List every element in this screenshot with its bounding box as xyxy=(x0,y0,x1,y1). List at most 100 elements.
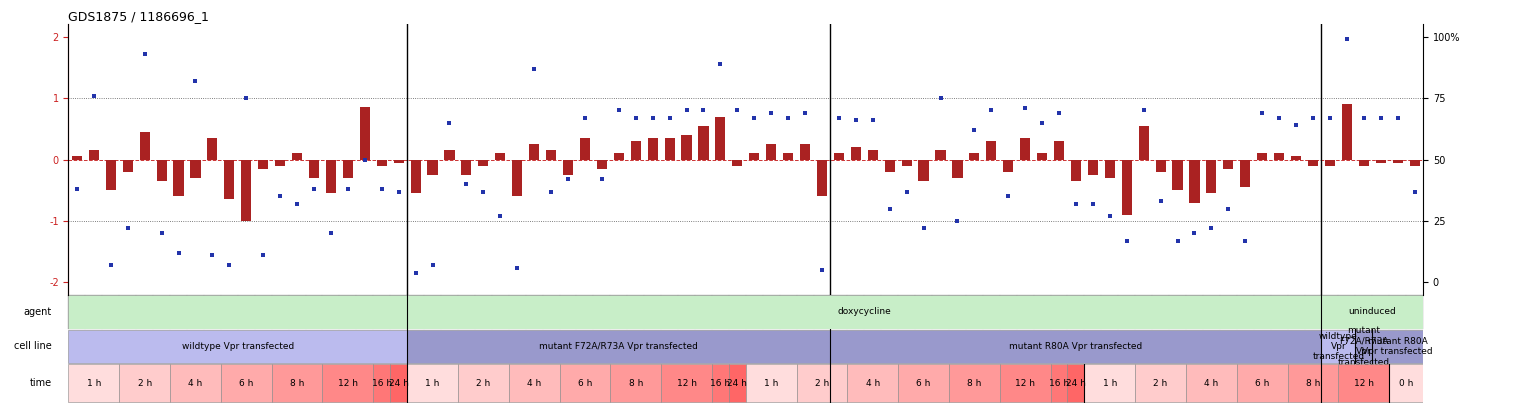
Point xyxy=(437,119,461,126)
Bar xyxy=(339,295,356,328)
Text: 24 h: 24 h xyxy=(728,379,747,388)
Text: mutant R80A
Vpr transfected: mutant R80A Vpr transfected xyxy=(1362,337,1434,356)
Bar xyxy=(373,295,390,328)
Text: 1 h: 1 h xyxy=(87,379,100,388)
Point xyxy=(370,186,394,192)
Bar xyxy=(665,138,674,160)
Bar xyxy=(884,160,895,172)
Point xyxy=(132,51,157,57)
Bar xyxy=(817,160,826,196)
Point xyxy=(708,60,732,67)
Bar xyxy=(732,160,743,166)
Bar xyxy=(898,295,915,328)
Point xyxy=(1131,107,1155,114)
Bar xyxy=(461,160,472,175)
Text: 6 h: 6 h xyxy=(578,379,592,388)
Bar xyxy=(102,295,119,328)
Point xyxy=(1149,198,1173,205)
Bar xyxy=(1406,295,1423,328)
Bar xyxy=(1169,295,1186,328)
Text: time: time xyxy=(29,378,52,388)
Bar xyxy=(525,295,543,328)
Bar xyxy=(458,364,508,402)
Bar xyxy=(1050,364,1067,402)
Bar xyxy=(1102,295,1119,328)
Bar xyxy=(610,364,661,402)
Bar xyxy=(1152,295,1169,328)
Point xyxy=(1114,237,1138,244)
Point xyxy=(979,107,1003,114)
Bar xyxy=(408,295,425,328)
Bar xyxy=(696,295,712,328)
Point xyxy=(1081,200,1105,207)
Bar xyxy=(661,364,712,402)
Point xyxy=(1301,115,1326,121)
Point xyxy=(318,230,342,237)
Point xyxy=(810,267,834,273)
Bar xyxy=(915,295,931,328)
Text: GDS1875 / 1186696_1: GDS1875 / 1186696_1 xyxy=(68,10,210,23)
Text: 12 h: 12 h xyxy=(676,379,697,388)
Point xyxy=(1266,115,1291,121)
Bar xyxy=(68,296,408,328)
Bar xyxy=(613,153,624,160)
Point xyxy=(505,264,530,271)
Bar xyxy=(309,160,320,178)
Bar xyxy=(492,295,508,328)
Text: 8 h: 8 h xyxy=(966,379,982,388)
Bar xyxy=(630,141,641,160)
Bar xyxy=(1071,160,1081,181)
Bar xyxy=(259,160,268,169)
Bar xyxy=(88,150,99,160)
Point xyxy=(776,115,801,121)
Bar xyxy=(119,364,170,402)
Bar xyxy=(72,156,82,160)
Point xyxy=(489,213,513,220)
Point xyxy=(945,218,970,224)
Bar xyxy=(323,364,373,402)
Bar xyxy=(1036,153,1047,160)
Point xyxy=(962,127,986,133)
Bar xyxy=(712,295,729,328)
Point xyxy=(826,115,851,121)
Point xyxy=(149,230,174,237)
Bar xyxy=(1000,364,1050,402)
Point xyxy=(895,188,919,195)
Bar xyxy=(1324,160,1335,166)
Bar xyxy=(1373,330,1423,363)
Text: 4 h: 4 h xyxy=(527,379,542,388)
Text: 2 h: 2 h xyxy=(1154,379,1167,388)
Bar xyxy=(1085,295,1102,328)
Point xyxy=(353,156,377,163)
Text: 12 h: 12 h xyxy=(1015,379,1035,388)
Point xyxy=(1216,205,1240,212)
Bar xyxy=(390,364,408,402)
Bar xyxy=(408,330,831,363)
Bar xyxy=(85,295,102,328)
Bar xyxy=(1373,295,1390,328)
Bar xyxy=(779,295,796,328)
Bar xyxy=(224,160,234,200)
Point xyxy=(539,188,563,195)
Text: 8 h: 8 h xyxy=(289,379,304,388)
Bar xyxy=(221,364,272,402)
Point xyxy=(1166,237,1190,244)
Point xyxy=(454,181,478,188)
Point xyxy=(1064,200,1088,207)
Bar xyxy=(763,295,779,328)
Point xyxy=(268,193,292,200)
Bar xyxy=(1304,295,1321,328)
Bar xyxy=(1271,295,1288,328)
Bar xyxy=(289,295,306,328)
Bar xyxy=(1393,160,1403,163)
Bar xyxy=(918,160,928,181)
Point xyxy=(251,252,275,259)
Bar xyxy=(1033,295,1050,328)
Bar xyxy=(936,150,945,160)
Bar xyxy=(950,364,1000,402)
Point xyxy=(420,262,444,269)
Point xyxy=(1385,115,1409,121)
Bar xyxy=(746,295,763,328)
Bar xyxy=(1067,295,1085,328)
Point xyxy=(556,176,580,183)
